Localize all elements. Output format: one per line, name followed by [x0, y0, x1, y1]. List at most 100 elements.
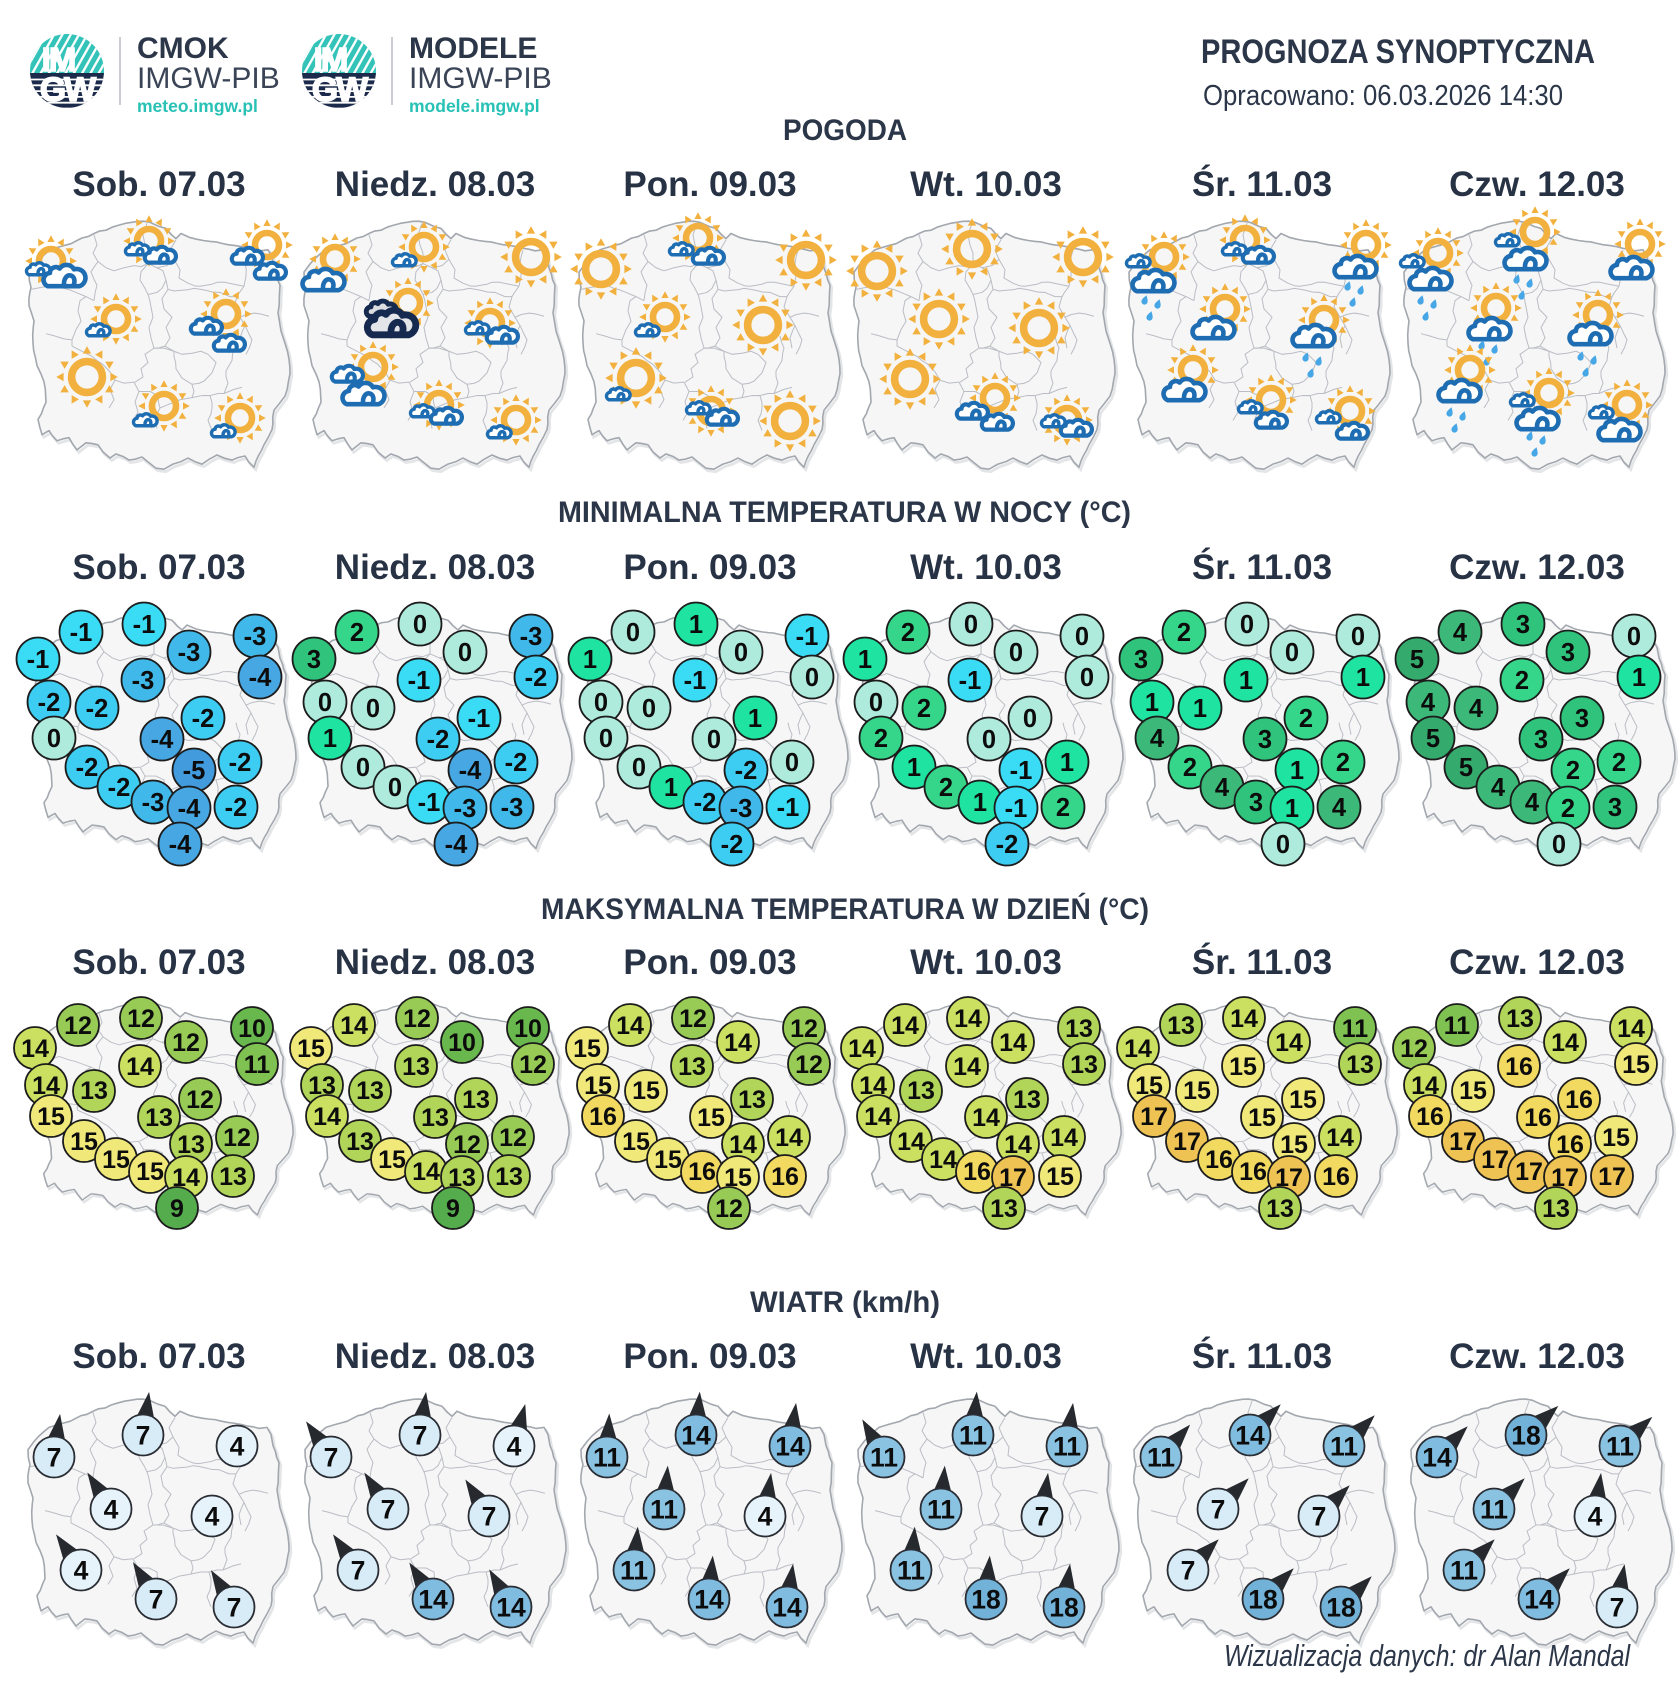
- svg-text:1: 1: [1356, 664, 1370, 692]
- svg-text:15: 15: [297, 1035, 325, 1063]
- svg-text:Śr. 11.03: Śr. 11.03: [1192, 942, 1332, 982]
- svg-text:11: 11: [1480, 1494, 1508, 1524]
- svg-text:14: 14: [1275, 1029, 1303, 1057]
- svg-text:14: 14: [313, 1103, 341, 1131]
- svg-text:-3: -3: [730, 795, 753, 823]
- svg-text:Niedz. 08.03: Niedz. 08.03: [335, 548, 535, 587]
- svg-text:2: 2: [917, 695, 931, 723]
- svg-text:7: 7: [149, 1584, 164, 1614]
- svg-text:PROGNOZA SYNOPTYCZNA: PROGNOZA SYNOPTYCZNA: [1201, 33, 1595, 71]
- svg-text:13: 13: [1065, 1015, 1093, 1043]
- svg-text:Wt. 10.03: Wt. 10.03: [910, 548, 1062, 587]
- svg-text:2: 2: [1561, 795, 1575, 823]
- svg-text:12: 12: [172, 1029, 200, 1057]
- svg-text:13: 13: [495, 1163, 523, 1191]
- svg-text:0: 0: [642, 695, 656, 723]
- svg-text:-1: -1: [777, 794, 800, 822]
- svg-text:-4: -4: [249, 664, 272, 692]
- svg-text:13: 13: [219, 1163, 247, 1191]
- svg-text:Wt. 10.03: Wt. 10.03: [910, 943, 1062, 982]
- svg-text:16: 16: [688, 1158, 716, 1186]
- svg-text:16: 16: [1524, 1104, 1552, 1132]
- svg-text:18: 18: [1511, 1420, 1540, 1450]
- svg-text:Czw. 12.03: Czw. 12.03: [1449, 943, 1625, 982]
- svg-text:5: 5: [1459, 754, 1473, 782]
- svg-text:12: 12: [223, 1124, 251, 1152]
- svg-text:14: 14: [21, 1035, 49, 1063]
- svg-text:4: 4: [1215, 774, 1230, 802]
- svg-text:-2: -2: [86, 695, 109, 723]
- svg-text:15: 15: [632, 1077, 660, 1105]
- svg-text:13: 13: [145, 1104, 173, 1132]
- svg-text:1: 1: [1193, 695, 1207, 723]
- svg-text:14: 14: [1004, 1131, 1032, 1159]
- svg-text:0: 0: [318, 689, 332, 717]
- svg-text:17: 17: [1481, 1146, 1509, 1174]
- svg-text:Niedz. 08.03: Niedz. 08.03: [335, 165, 535, 204]
- svg-text:14: 14: [729, 1131, 757, 1159]
- svg-text:14: 14: [1050, 1124, 1078, 1152]
- svg-text:17: 17: [1449, 1128, 1477, 1156]
- svg-text:2: 2: [1177, 619, 1191, 647]
- svg-text:MAKSYMALNA TEMPERATURA W DZIEŃ: MAKSYMALNA TEMPERATURA W DZIEŃ (°C): [541, 892, 1149, 926]
- svg-text:-4: -4: [459, 757, 482, 785]
- svg-text:13: 13: [80, 1077, 108, 1105]
- svg-text:Wt. 10.03: Wt. 10.03: [910, 165, 1062, 204]
- svg-text:0: 0: [458, 639, 472, 667]
- svg-text:2: 2: [1299, 705, 1313, 733]
- svg-text:16: 16: [1322, 1163, 1350, 1191]
- svg-text:12: 12: [453, 1131, 481, 1159]
- svg-text:0: 0: [599, 725, 613, 753]
- svg-text:14: 14: [1326, 1124, 1354, 1152]
- svg-text:17: 17: [1140, 1103, 1168, 1131]
- svg-text:Czw. 12.03: Czw. 12.03: [1449, 1337, 1625, 1376]
- svg-text:14: 14: [1551, 1029, 1579, 1057]
- svg-text:12: 12: [795, 1051, 823, 1079]
- svg-text:-4: -4: [151, 726, 174, 754]
- svg-text:-1: -1: [1010, 757, 1033, 785]
- svg-text:14: 14: [891, 1012, 919, 1040]
- svg-text:11: 11: [593, 1442, 621, 1472]
- svg-text:0: 0: [1240, 611, 1254, 639]
- svg-text:0: 0: [1351, 623, 1365, 651]
- svg-text:14: 14: [496, 1592, 526, 1622]
- svg-text:0: 0: [413, 611, 427, 639]
- svg-text:12: 12: [499, 1124, 527, 1152]
- svg-text:-1: -1: [418, 789, 441, 817]
- svg-text:14: 14: [694, 1584, 724, 1614]
- svg-text:1: 1: [323, 725, 337, 753]
- svg-text:GW: GW: [40, 71, 97, 109]
- svg-text:14: 14: [724, 1029, 752, 1057]
- svg-text:4: 4: [1525, 789, 1540, 817]
- svg-text:4: 4: [1150, 725, 1165, 753]
- svg-text:Sob. 07.03: Sob. 07.03: [72, 548, 245, 587]
- svg-text:1: 1: [748, 705, 762, 733]
- svg-text:3: 3: [1516, 611, 1530, 639]
- svg-text:4: 4: [1421, 689, 1436, 717]
- svg-text:4: 4: [1491, 774, 1506, 802]
- svg-text:4: 4: [104, 1494, 119, 1524]
- svg-text:0: 0: [785, 749, 799, 777]
- svg-text:3: 3: [1134, 646, 1148, 674]
- svg-text:3: 3: [1258, 726, 1272, 754]
- svg-text:-1: -1: [796, 623, 819, 651]
- svg-text:15: 15: [654, 1146, 682, 1174]
- svg-text:14: 14: [772, 1592, 802, 1622]
- svg-text:1: 1: [907, 754, 921, 782]
- svg-text:16: 16: [1239, 1158, 1267, 1186]
- svg-text:-3: -3: [520, 623, 543, 651]
- svg-text:1: 1: [858, 646, 872, 674]
- svg-text:14: 14: [1617, 1015, 1645, 1043]
- svg-text:-1: -1: [133, 611, 156, 639]
- svg-text:2: 2: [1056, 794, 1070, 822]
- svg-text:14: 14: [1124, 1035, 1152, 1063]
- svg-text:2: 2: [1183, 754, 1197, 782]
- svg-text:11: 11: [870, 1442, 898, 1472]
- svg-text:-2: -2: [505, 749, 528, 777]
- svg-text:4: 4: [230, 1431, 245, 1461]
- svg-text:7: 7: [227, 1592, 242, 1622]
- svg-text:13: 13: [1070, 1051, 1098, 1079]
- svg-text:7: 7: [47, 1442, 62, 1472]
- svg-text:14: 14: [1235, 1420, 1265, 1450]
- svg-text:0: 0: [356, 754, 370, 782]
